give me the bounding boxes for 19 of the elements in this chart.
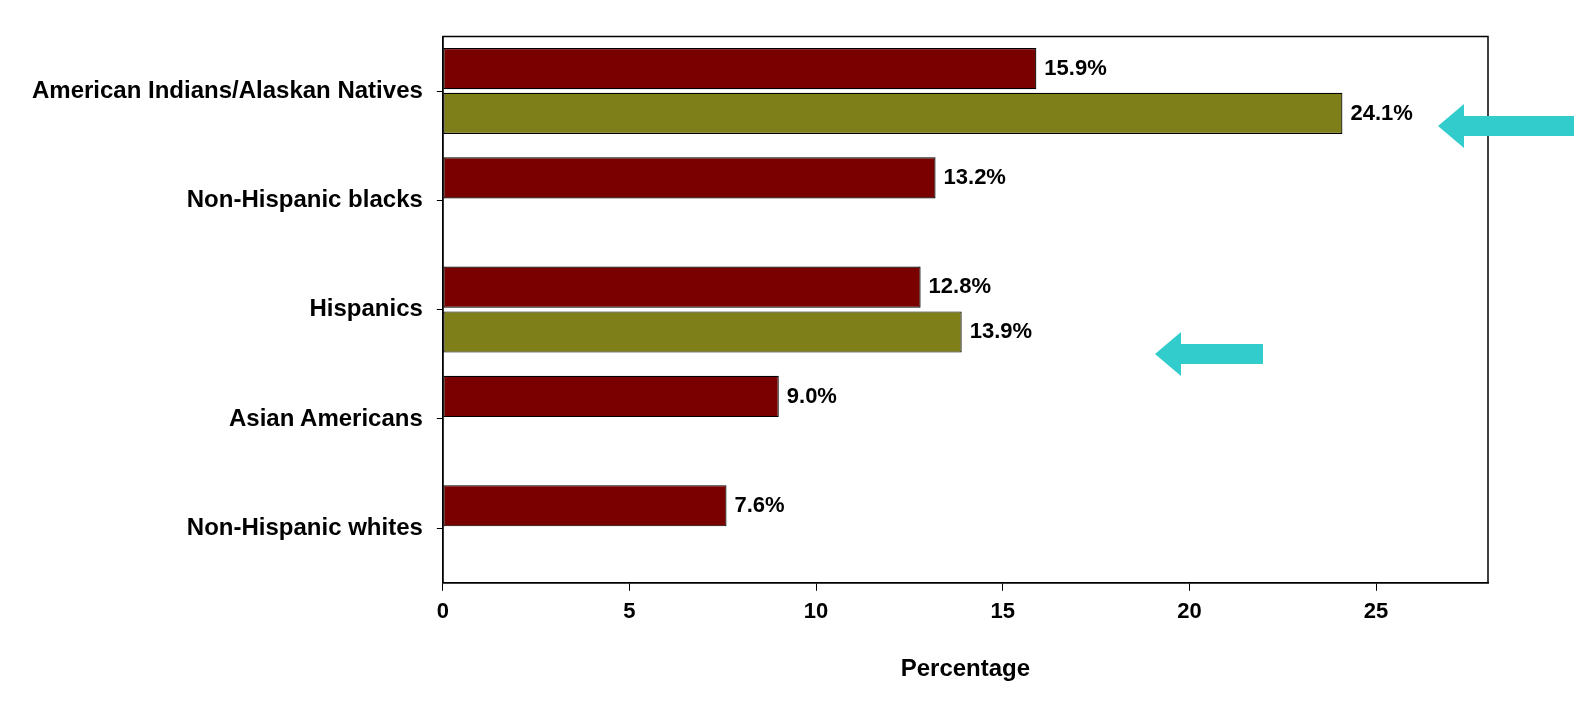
x-tick-label: 5: [623, 598, 636, 624]
x-tick-label: 25: [1363, 598, 1389, 624]
x-tick-label: 10: [803, 598, 829, 624]
data-label: 15.9%: [1044, 54, 1107, 80]
data-label: 7.6%: [734, 491, 785, 517]
data-label: 9.0%: [786, 382, 837, 408]
data-label: 12.8%: [928, 273, 992, 299]
x-axis-title: Percentage: [900, 654, 1031, 682]
x-tick-label: 20: [1177, 598, 1202, 624]
data-label: 13.9%: [969, 318, 1033, 344]
x-tick-label: 0: [436, 598, 449, 624]
y-tick-label: American Indians/Alaskan Natives: [31, 75, 423, 103]
y-tick-label: Asian Americans: [228, 403, 423, 431]
x-tick-label: 15: [990, 598, 1015, 624]
data-label: 24.1%: [1350, 99, 1413, 125]
y-tick-label: Non-Hispanic blacks: [186, 184, 423, 212]
y-tick-label: Hispanics: [309, 294, 423, 322]
data-label: 13.2%: [943, 163, 1006, 189]
y-tick-label: Non-Hispanic whites: [186, 512, 423, 540]
